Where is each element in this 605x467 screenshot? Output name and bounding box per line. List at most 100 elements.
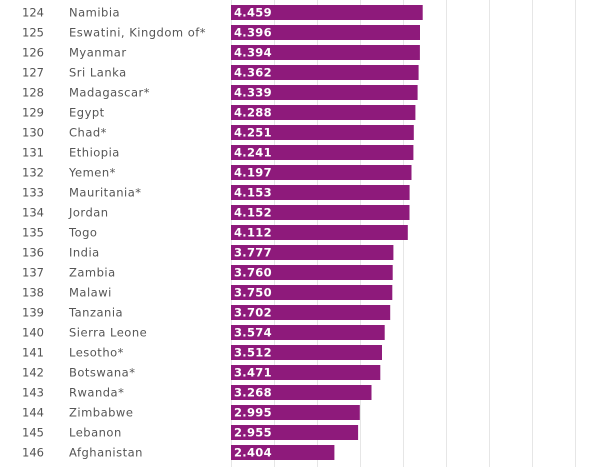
bar bbox=[231, 105, 416, 120]
country-label: Eswatini, Kingdom of* bbox=[69, 26, 206, 40]
table-row: 137 Zambia 3.760 bbox=[22, 265, 393, 280]
bar bbox=[231, 205, 410, 220]
value-label: 4.153 bbox=[234, 186, 272, 200]
bar bbox=[231, 25, 420, 40]
table-row: 131 Ethiopia 4.241 bbox=[22, 145, 414, 160]
bar bbox=[231, 265, 393, 280]
value-label: 2.955 bbox=[234, 426, 272, 440]
rank-label: 145 bbox=[22, 426, 44, 440]
table-row: 133 Mauritania* 4.153 bbox=[22, 185, 410, 200]
bar bbox=[231, 5, 423, 20]
rank-label: 134 bbox=[22, 206, 44, 220]
table-row: 125 Eswatini, Kingdom of* 4.396 bbox=[22, 25, 420, 40]
rank-label: 132 bbox=[22, 166, 44, 180]
table-row: 143 Rwanda* 3.268 bbox=[22, 385, 372, 400]
table-row: 126 Myanmar 4.394 bbox=[22, 45, 420, 60]
bar bbox=[231, 65, 419, 80]
value-label: 4.112 bbox=[234, 226, 272, 240]
rank-label: 136 bbox=[22, 246, 44, 260]
country-label: Sierra Leone bbox=[69, 326, 147, 340]
value-label: 3.471 bbox=[234, 366, 272, 380]
country-label: Malawi bbox=[69, 286, 112, 300]
table-row: 129 Egypt 4.288 bbox=[22, 105, 416, 120]
country-label: Egypt bbox=[69, 106, 105, 120]
value-label: 3.574 bbox=[234, 326, 272, 340]
value-label: 4.394 bbox=[234, 46, 272, 60]
table-row: 136 India 3.777 bbox=[22, 245, 394, 260]
rank-label: 131 bbox=[22, 146, 44, 160]
country-label: Lebanon bbox=[69, 426, 122, 440]
value-label: 4.152 bbox=[234, 206, 272, 220]
value-label: 3.750 bbox=[234, 286, 272, 300]
table-row: 142 Botswana* 3.471 bbox=[22, 365, 381, 380]
rank-label: 133 bbox=[22, 186, 44, 200]
value-label: 4.362 bbox=[234, 66, 272, 80]
rank-label: 141 bbox=[22, 346, 44, 360]
value-label: 3.512 bbox=[234, 346, 272, 360]
value-label: 4.288 bbox=[234, 106, 272, 120]
bar bbox=[231, 245, 394, 260]
value-label: 4.197 bbox=[234, 166, 272, 180]
table-row: 128 Madagascar* 4.339 bbox=[22, 85, 418, 100]
rank-label: 130 bbox=[22, 126, 44, 140]
country-label: Myanmar bbox=[69, 46, 127, 60]
bar bbox=[231, 405, 360, 420]
table-row: 139 Tanzania 3.702 bbox=[22, 305, 391, 320]
country-label: India bbox=[69, 246, 100, 260]
bar bbox=[231, 305, 391, 320]
bar bbox=[231, 285, 393, 300]
country-label: Yemen* bbox=[68, 166, 116, 180]
table-row: 141 Lesotho* 3.512 bbox=[22, 345, 382, 360]
country-label: Botswana* bbox=[69, 366, 135, 380]
rank-label: 139 bbox=[22, 306, 44, 320]
table-row: 130 Chad* 4.251 bbox=[22, 125, 414, 140]
rank-label: 143 bbox=[22, 386, 44, 400]
rank-label: 125 bbox=[22, 26, 44, 40]
bar bbox=[231, 365, 381, 380]
value-label: 4.396 bbox=[234, 26, 272, 40]
bar bbox=[231, 325, 385, 340]
rank-label: 137 bbox=[22, 266, 44, 280]
country-label: Ethiopia bbox=[69, 146, 120, 160]
country-label: Tanzania bbox=[68, 306, 123, 320]
value-label: 4.459 bbox=[234, 6, 272, 20]
bar bbox=[231, 85, 418, 100]
bar bbox=[231, 225, 408, 240]
value-label: 3.777 bbox=[234, 246, 272, 260]
bar bbox=[231, 45, 420, 60]
value-label: 3.268 bbox=[234, 386, 272, 400]
rank-label: 140 bbox=[22, 326, 44, 340]
country-label: Mauritania* bbox=[69, 186, 142, 200]
rank-label: 126 bbox=[22, 46, 44, 60]
rank-label: 128 bbox=[22, 86, 44, 100]
bar bbox=[231, 165, 412, 180]
country-label: Zambia bbox=[69, 266, 116, 280]
rank-label: 146 bbox=[22, 446, 44, 460]
value-label: 3.760 bbox=[234, 266, 272, 280]
value-label: 3.702 bbox=[234, 306, 272, 320]
bar bbox=[231, 445, 335, 460]
value-label: 2.995 bbox=[234, 406, 272, 420]
rank-label: 138 bbox=[22, 286, 44, 300]
country-label: Afghanistan bbox=[69, 446, 143, 460]
table-row: 135 Togo 4.112 bbox=[22, 225, 408, 240]
bar bbox=[231, 145, 414, 160]
rank-label: 127 bbox=[22, 66, 44, 80]
bar bbox=[231, 185, 410, 200]
chart-rows: 124 Namibia 4.459 125 Eswatini, Kingdom of* 4… bbox=[22, 5, 423, 460]
table-row: 127 Sri Lanka 4.362 bbox=[22, 65, 419, 80]
value-label: 2.404 bbox=[234, 446, 272, 460]
bar bbox=[231, 345, 382, 360]
table-row: 124 Namibia 4.459 bbox=[22, 5, 423, 20]
table-row: 145 Lebanon 2.955 bbox=[22, 425, 359, 440]
table-row: 144 Zimbabwe 2.995 bbox=[22, 405, 360, 420]
country-label: Sri Lanka bbox=[69, 66, 127, 80]
value-label: 4.251 bbox=[234, 126, 272, 140]
country-label: Chad* bbox=[69, 126, 107, 140]
country-label: Namibia bbox=[69, 6, 120, 20]
rank-label: 129 bbox=[22, 106, 44, 120]
table-row: 140 Sierra Leone 3.574 bbox=[22, 325, 385, 340]
country-label: Lesotho* bbox=[69, 346, 124, 360]
rank-label: 142 bbox=[22, 366, 44, 380]
